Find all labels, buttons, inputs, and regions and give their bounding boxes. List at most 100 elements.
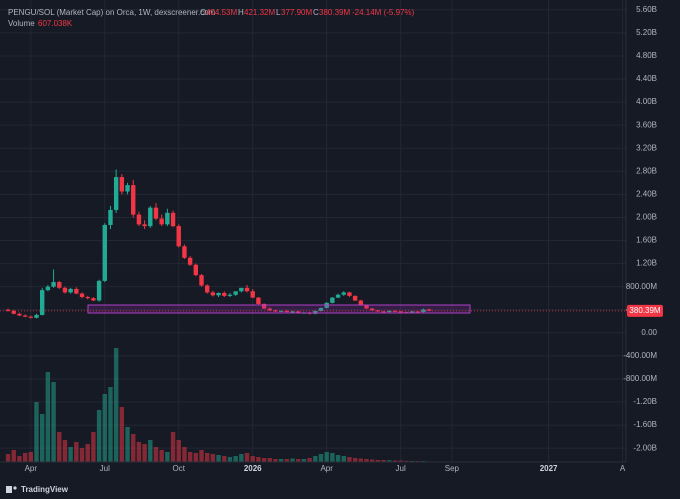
volume-bar: [233, 456, 238, 462]
brand: TradingView: [6, 485, 69, 494]
volume-bar: [222, 456, 227, 462]
candle-body: [398, 311, 403, 313]
volume-bar: [153, 447, 159, 462]
c-label: C: [313, 8, 319, 17]
y-tick-label: 2.40B: [636, 189, 657, 198]
x-tick-label: Apr: [320, 464, 333, 473]
volume-bar: [28, 452, 34, 462]
candle-body: [85, 297, 90, 299]
candle-body: [352, 295, 358, 301]
candle-body: [22, 315, 28, 317]
candle-body: [113, 177, 119, 210]
volume-bar: [301, 459, 307, 462]
volume-bar: [387, 460, 392, 462]
l-label: L: [276, 8, 281, 17]
candle-body: [193, 264, 199, 276]
volume-bar: [51, 382, 56, 462]
y-tick-label: 2.00B: [636, 213, 657, 222]
volume-bar: [131, 434, 136, 462]
candle-body: [364, 305, 369, 309]
volume-bar: [170, 432, 176, 462]
volume-bar: [210, 454, 216, 462]
y-tick-label: 4.40B: [636, 74, 657, 83]
candle-body: [233, 291, 238, 295]
x-tick-label: 2026: [244, 464, 262, 473]
volume-bar: [273, 459, 278, 462]
candle-body: [415, 311, 420, 313]
volume-bar: [358, 458, 364, 462]
volume-bar: [79, 448, 85, 462]
legend: PENGU/SOL (Market Cap) on Orca, 1W, dexs…: [8, 8, 415, 28]
candle-body: [239, 287, 244, 292]
y-tick-label: 1.60B: [636, 236, 657, 245]
candle-body: [102, 224, 107, 281]
candle-body: [119, 177, 125, 192]
volume-bar: [290, 458, 295, 462]
candle-body: [74, 288, 79, 294]
volume-bar: [335, 455, 341, 462]
x-tick-label: Oct: [173, 464, 186, 473]
range-box: [87, 304, 471, 314]
y-tick-label: 5.20B: [636, 28, 657, 37]
volume-bar: [239, 454, 244, 462]
volume-bar: [330, 453, 335, 462]
candle-body: [370, 308, 375, 311]
candle-body: [222, 293, 227, 296]
o-label: O: [200, 8, 206, 17]
candle-body: [392, 310, 398, 312]
volume-bar: [375, 460, 381, 462]
h-label: H: [238, 8, 244, 17]
candle-body: [176, 226, 181, 247]
volume-bar: [318, 454, 324, 462]
candle-body: [250, 291, 255, 298]
x-tick-label: 2027: [540, 464, 558, 473]
candle-body: [148, 207, 153, 227]
candle-body: [381, 311, 386, 313]
candle-body: [34, 314, 39, 318]
last-price-label: 380.39M: [629, 306, 660, 315]
candle-body: [296, 311, 301, 314]
x-tick-label: Jul: [100, 464, 110, 473]
candle-body: [313, 310, 318, 314]
candle-body: [341, 292, 346, 295]
volume-bar: [187, 452, 193, 462]
high-value: 421.32M: [244, 8, 275, 17]
logo: [13, 486, 17, 490]
candle-body: [273, 310, 278, 312]
volume-bar: [307, 458, 312, 462]
volume-bar: [91, 432, 96, 462]
candle-body: [142, 224, 147, 227]
candle-body: [358, 300, 364, 306]
close-value: 380.39M: [319, 8, 350, 17]
volume-bar: [193, 453, 199, 462]
candle-body: [45, 286, 51, 291]
candle-body: [347, 292, 352, 296]
candle-body: [79, 293, 85, 298]
candle-body: [170, 212, 176, 227]
candle-body: [204, 285, 210, 293]
y-tick-label: 1.20B: [636, 259, 657, 268]
volume-bar: [74, 442, 79, 462]
candle-body: [335, 294, 341, 298]
y-tick-label: 4.00B: [636, 97, 657, 106]
volume-bar: [370, 459, 375, 462]
volume-bar: [227, 457, 233, 462]
logo: [6, 486, 12, 493]
volume-bar: [108, 387, 113, 462]
x-tick-label: Jul: [396, 464, 406, 473]
candle-body: [199, 275, 204, 286]
candle-body: [159, 218, 164, 225]
volume-bar: [159, 450, 164, 462]
change-value: -24.14M (-5.97%): [352, 8, 415, 17]
volume-bar: [136, 442, 142, 462]
volume-bar: [142, 444, 147, 462]
candle-body: [91, 298, 96, 301]
volume-bar: [22, 453, 28, 462]
volume-bar: [261, 458, 267, 462]
volume-bar: [11, 450, 16, 462]
volume-bar: [278, 459, 284, 462]
candle-body: [17, 313, 22, 316]
volume-bar: [96, 410, 102, 462]
volume-bar: [17, 456, 22, 462]
